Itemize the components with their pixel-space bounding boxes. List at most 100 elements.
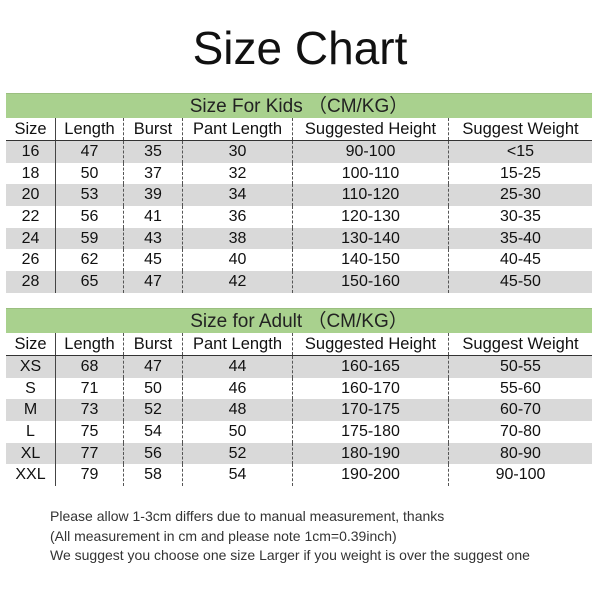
- table-row: 16 47 35 30 90-100 <15: [6, 141, 592, 163]
- column-header: Suggested Height: [292, 333, 448, 355]
- table-header-row: Size Length Burst Pant Length Suggested Heig…: [6, 118, 592, 141]
- table-header-row: Size Length Burst Pant Length Suggested Heig…: [6, 333, 592, 356]
- column-header: Pant Length: [182, 333, 292, 355]
- table-cell: 20: [21, 186, 40, 204]
- table-cell: 41: [123, 206, 182, 228]
- page-title: Size Chart: [192, 22, 408, 74]
- table-cell: 47: [123, 356, 182, 378]
- note-line: We suggest you choose one size Larger if…: [50, 547, 530, 563]
- table-cell: 90-100: [448, 464, 592, 487]
- table-cell: 44: [182, 356, 292, 378]
- table-cell: 140-150: [292, 249, 448, 272]
- table-cell: 50: [182, 421, 292, 443]
- table-row: 20 53 39 34 110-120 25-30: [6, 184, 592, 207]
- table-cell: 40: [182, 249, 292, 272]
- table-cell: 77: [55, 442, 123, 465]
- table-cell: 60-70: [448, 399, 592, 422]
- column-header: Burst: [123, 333, 182, 355]
- table-cell: XL: [20, 444, 41, 462]
- table-cell: 110-120: [292, 184, 448, 207]
- table-cell: 30: [182, 141, 292, 163]
- table-cell: 50: [123, 377, 182, 400]
- table-cell: 150-160: [292, 271, 448, 293]
- table-cell: 15-25: [448, 162, 592, 185]
- table-cell: M: [23, 401, 38, 419]
- table-cell: 34: [182, 184, 292, 207]
- table-cell: 50: [55, 162, 123, 185]
- table-cell: 59: [55, 227, 123, 250]
- table-cell: 48: [182, 399, 292, 422]
- table-cell: 160-170: [292, 377, 448, 400]
- table-cell: 47: [123, 271, 182, 293]
- table-cell: 120-130: [292, 206, 448, 228]
- column-header: Length: [55, 333, 123, 355]
- table-cell: 130-140: [292, 227, 448, 250]
- table-cell: <15: [448, 141, 592, 163]
- table-cell: 32: [182, 162, 292, 185]
- table-cell: 46: [182, 377, 292, 400]
- table-cell: 45: [123, 249, 182, 272]
- table-cell: 16: [21, 143, 40, 160]
- table-row: 26 62 45 40 140-150 40-45: [6, 249, 592, 272]
- table-cell: 39: [123, 184, 182, 207]
- table-cell: 52: [182, 442, 292, 465]
- table-cell: 54: [182, 464, 292, 487]
- adult-table-banner: Size for Adult （CM/KG）: [6, 308, 592, 333]
- table-row: 22 56 41 36 120-130 30-35: [6, 206, 592, 228]
- column-header: Suggested Height: [292, 118, 448, 140]
- table-cell: XS: [19, 358, 42, 375]
- table-cell: 55-60: [448, 377, 592, 400]
- table-cell: 75: [55, 421, 123, 443]
- table-cell: 25-30: [448, 184, 592, 207]
- table-cell: 62: [55, 249, 123, 272]
- table-cell: 80-90: [448, 442, 592, 465]
- table-cell: 70-80: [448, 421, 592, 443]
- table-cell: 53: [55, 184, 123, 207]
- table-row: 24 59 43 38 130-140 35-40: [6, 227, 592, 250]
- column-header: Size: [14, 120, 47, 138]
- table-cell: 22: [21, 208, 40, 226]
- table-cell: 68: [55, 356, 123, 378]
- column-header: Length: [55, 118, 123, 140]
- table-cell: 45-50: [448, 271, 592, 293]
- table-row: XXL 79 58 54 190-200 90-100: [6, 464, 592, 487]
- table-row: M 73 52 48 170-175 60-70: [6, 399, 592, 422]
- table-row: 18 50 37 32 100-110 15-25: [6, 162, 592, 185]
- column-header: Pant Length: [182, 118, 292, 140]
- table-cell: 54: [123, 421, 182, 443]
- table-cell: 38: [182, 227, 292, 250]
- table-cell: 18: [21, 164, 40, 182]
- table-row: XL 77 56 52 180-190 80-90: [6, 442, 592, 465]
- table-cell: 175-180: [292, 421, 448, 443]
- column-header: Size: [14, 335, 47, 353]
- column-header: Suggest Weight: [448, 333, 592, 355]
- table-cell: 26: [21, 251, 40, 269]
- note-line: Please allow 1-3cm differs due to manual…: [50, 508, 445, 524]
- note-line: (All measurement in cm and please note 1…: [50, 527, 397, 544]
- table-cell: 190-200: [292, 464, 448, 487]
- table-row: 28 65 47 42 150-160 45-50: [6, 271, 592, 293]
- table-cell: 52: [123, 399, 182, 422]
- table-cell: 100-110: [292, 162, 448, 185]
- table-cell: 56: [123, 442, 182, 465]
- table-cell: 65: [55, 271, 123, 293]
- table-cell: 79: [55, 464, 123, 487]
- table-cell: 40-45: [448, 249, 592, 272]
- table-cell: S: [25, 379, 36, 397]
- column-header: Burst: [123, 118, 182, 140]
- table-row: XS 68 47 44 160-165 50-55: [6, 356, 592, 378]
- table-row: L 75 54 50 175-180 70-80: [6, 421, 592, 443]
- table-cell: 47: [55, 141, 123, 163]
- table-cell: L: [26, 423, 35, 441]
- table-cell: 73: [55, 399, 123, 422]
- table-cell: 90-100: [292, 141, 448, 163]
- table-cell: XXL: [15, 466, 46, 484]
- table-cell: 43: [123, 227, 182, 250]
- table-cell: 30-35: [448, 206, 592, 228]
- notes: Please allow 1-3cm differs due to manual…: [50, 507, 530, 566]
- table-cell: 56: [55, 206, 123, 228]
- table-cell: 24: [21, 229, 40, 247]
- table-cell: 35-40: [448, 227, 592, 250]
- table-row: S 71 50 46 160-170 55-60: [6, 377, 592, 400]
- table-cell: 35: [123, 141, 182, 163]
